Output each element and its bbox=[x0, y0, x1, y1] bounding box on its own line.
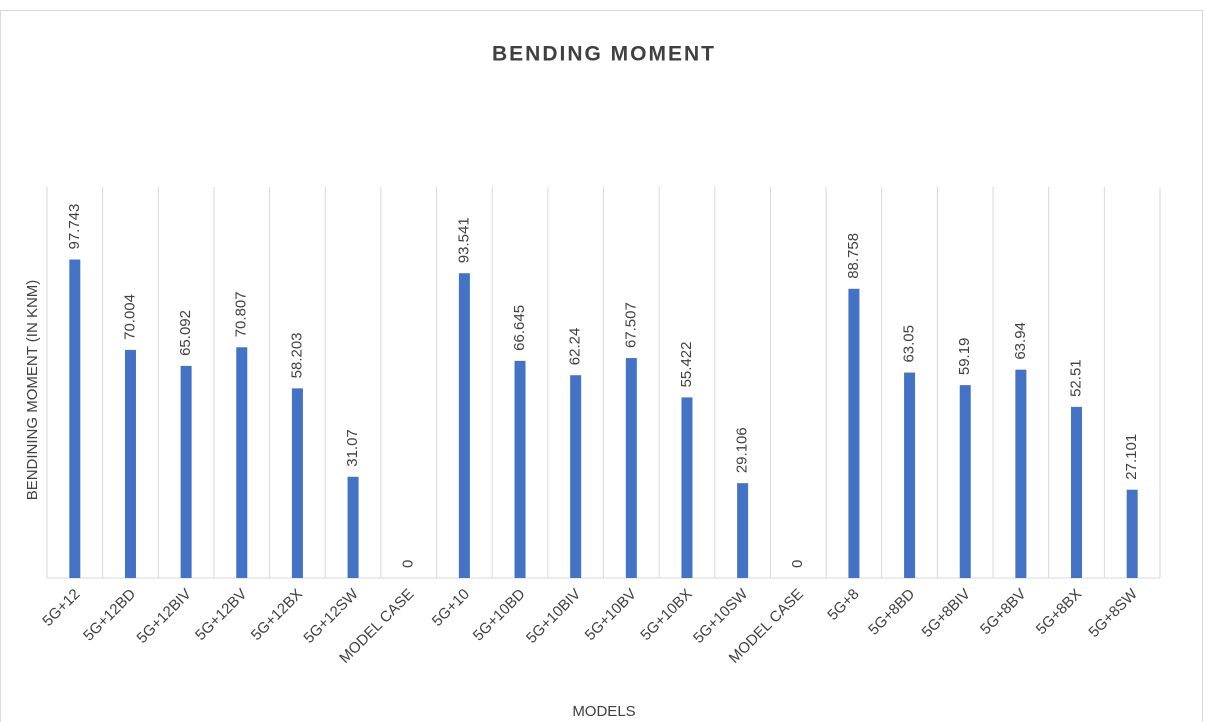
data-label: 63.94 bbox=[1012, 322, 1029, 360]
y-axis-title: BENDINING MOMENT (IN KNM) bbox=[24, 280, 41, 501]
bar bbox=[458, 273, 470, 578]
data-label: 58.203 bbox=[288, 332, 305, 378]
data-label: 67.507 bbox=[622, 302, 639, 348]
data-label: 0 bbox=[789, 560, 806, 568]
data-label: 62.24 bbox=[567, 328, 584, 366]
data-label: 66.645 bbox=[511, 305, 528, 351]
bar bbox=[1126, 489, 1138, 578]
bar bbox=[904, 372, 916, 578]
data-label: 59.19 bbox=[956, 338, 973, 376]
data-label: 52.51 bbox=[1067, 359, 1084, 397]
bar bbox=[681, 397, 693, 578]
data-label: 55.422 bbox=[678, 342, 695, 388]
bar bbox=[1015, 369, 1027, 578]
data-label: 31.07 bbox=[344, 429, 361, 467]
bar bbox=[848, 288, 860, 578]
bar bbox=[570, 375, 582, 578]
bar bbox=[959, 385, 971, 578]
chart-border bbox=[0, 10, 1203, 722]
data-label: 93.541 bbox=[455, 217, 472, 263]
data-label: 97.743 bbox=[66, 204, 83, 250]
bar bbox=[737, 483, 749, 578]
data-label: 70.004 bbox=[121, 294, 138, 340]
data-label: 63.05 bbox=[901, 325, 918, 363]
bar bbox=[1071, 406, 1083, 578]
bar bbox=[347, 476, 359, 578]
data-label: 65.092 bbox=[177, 310, 194, 356]
bar bbox=[69, 259, 81, 578]
bar bbox=[514, 360, 526, 578]
bar bbox=[124, 349, 136, 578]
bar bbox=[180, 365, 192, 578]
data-label: 88.758 bbox=[845, 233, 862, 279]
data-label: 27.101 bbox=[1123, 434, 1140, 480]
data-label: 29.106 bbox=[734, 427, 751, 473]
bar bbox=[291, 388, 303, 578]
bar bbox=[236, 347, 248, 578]
data-label: 0 bbox=[400, 560, 417, 568]
chart-title: BENDING MOMENT bbox=[492, 43, 716, 66]
x-axis-title: MODELS bbox=[572, 703, 635, 720]
bar bbox=[625, 358, 637, 578]
data-label: 70.807 bbox=[233, 291, 250, 337]
